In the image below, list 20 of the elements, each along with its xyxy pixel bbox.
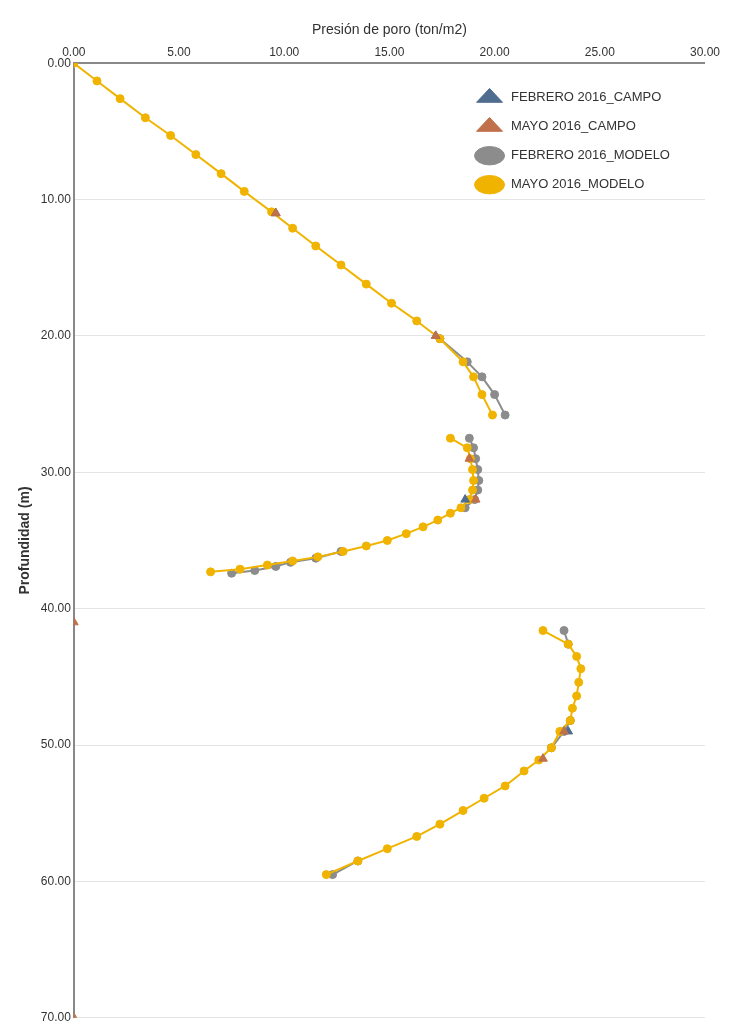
y-tick-label: 0.00 bbox=[47, 55, 72, 70]
x-tick-label: 5.00 bbox=[167, 45, 192, 60]
x-tick-label: 10.00 bbox=[269, 45, 300, 60]
x-axis-title: Presión de poro (ton/m2) bbox=[311, 21, 467, 38]
legend-label: FEBRERO 2016_MODELO bbox=[511, 147, 670, 163]
y-axis-title: Profundidad (m) bbox=[16, 486, 33, 595]
y-tick-label: 30.00 bbox=[40, 464, 72, 479]
x-tick-label: 25.00 bbox=[584, 45, 616, 60]
x-tick-label: 15.00 bbox=[374, 45, 405, 60]
legend-label: MAYO 2016_CAMPO bbox=[511, 118, 636, 134]
legend-label: FEBRERO 2016_CAMPO bbox=[511, 89, 662, 105]
x-tick-label: 20.00 bbox=[479, 45, 510, 60]
y-tick-label: 40.00 bbox=[40, 601, 72, 615]
y-tick-label: 70.00 bbox=[40, 1010, 72, 1025]
y-tick-label: 10.00 bbox=[40, 191, 72, 206]
y-tick-label: 50.00 bbox=[40, 737, 72, 752]
y-tick-label: 20.00 bbox=[40, 328, 72, 343]
x-tick-label: 30.00 bbox=[689, 45, 721, 60]
y-tick-label: 60.00 bbox=[40, 873, 72, 888]
legend-label: MAYO 2016_MODELO bbox=[511, 176, 645, 192]
